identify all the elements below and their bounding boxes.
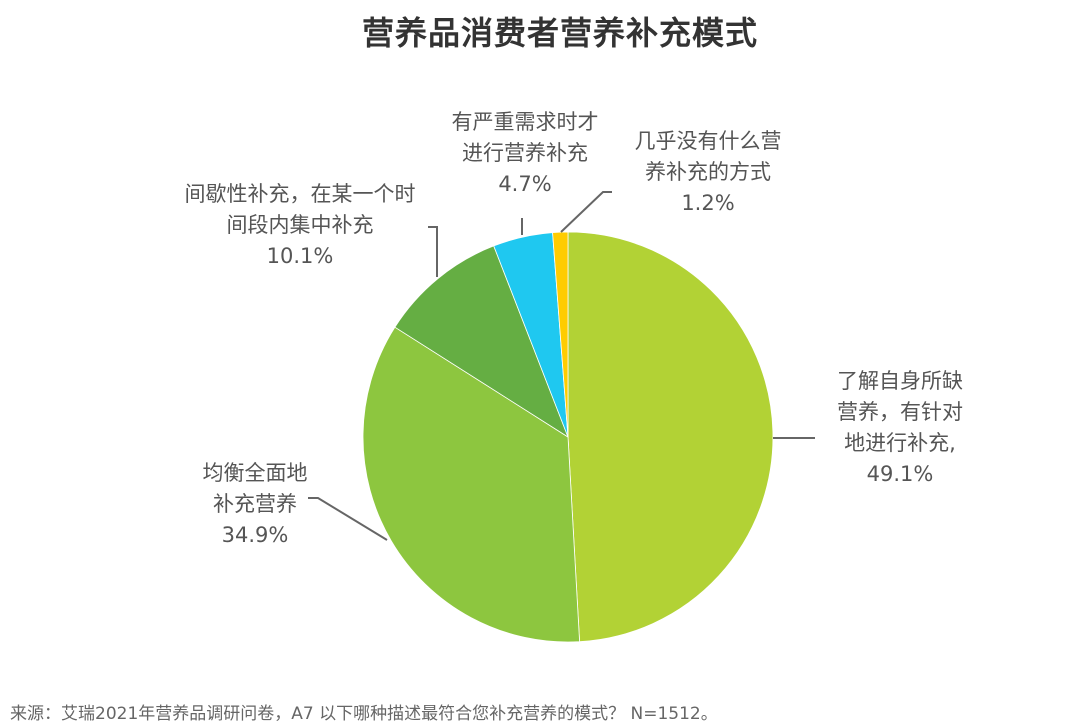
pie-slice [567, 231, 774, 643]
leader-line-10 [428, 226, 438, 277]
pie-slices [362, 231, 774, 643]
label-targeted: 了解自身所缺 营养，有针对 地进行补充, 49.1% [820, 366, 980, 490]
label-balanced: 均衡全面地 补充营养 34.9% [180, 458, 330, 551]
pct-value: 10.1% [266, 244, 334, 268]
pct-value: 4.7% [498, 172, 552, 196]
pct-value: 49.1% [866, 462, 934, 486]
leader-line-34 [308, 497, 388, 541]
pct-value: 34.9% [221, 523, 289, 547]
pie-slice [362, 326, 581, 643]
label-intermittent: 间歇性补充，在某一个时 间段内集中补充 10.1% [150, 179, 450, 272]
source-note: 来源：艾瑞2021年营养品调研问卷，A7 以下哪种描述最符合您补充营养的模式？ … [10, 704, 718, 724]
pie-slice [552, 231, 569, 438]
chart-title: 营养品消费者营养补充模式 [361, 14, 758, 52]
leader-line-1 [560, 191, 612, 233]
label-almost-none: 几乎没有什么营 养补充的方式 1.2% [608, 126, 808, 219]
leader-lines [308, 191, 815, 541]
label-severe-need: 有严重需求时才 进行营养补充 4.7% [410, 107, 640, 200]
pct-value: 1.2% [681, 191, 735, 215]
pie-slice [394, 245, 569, 438]
